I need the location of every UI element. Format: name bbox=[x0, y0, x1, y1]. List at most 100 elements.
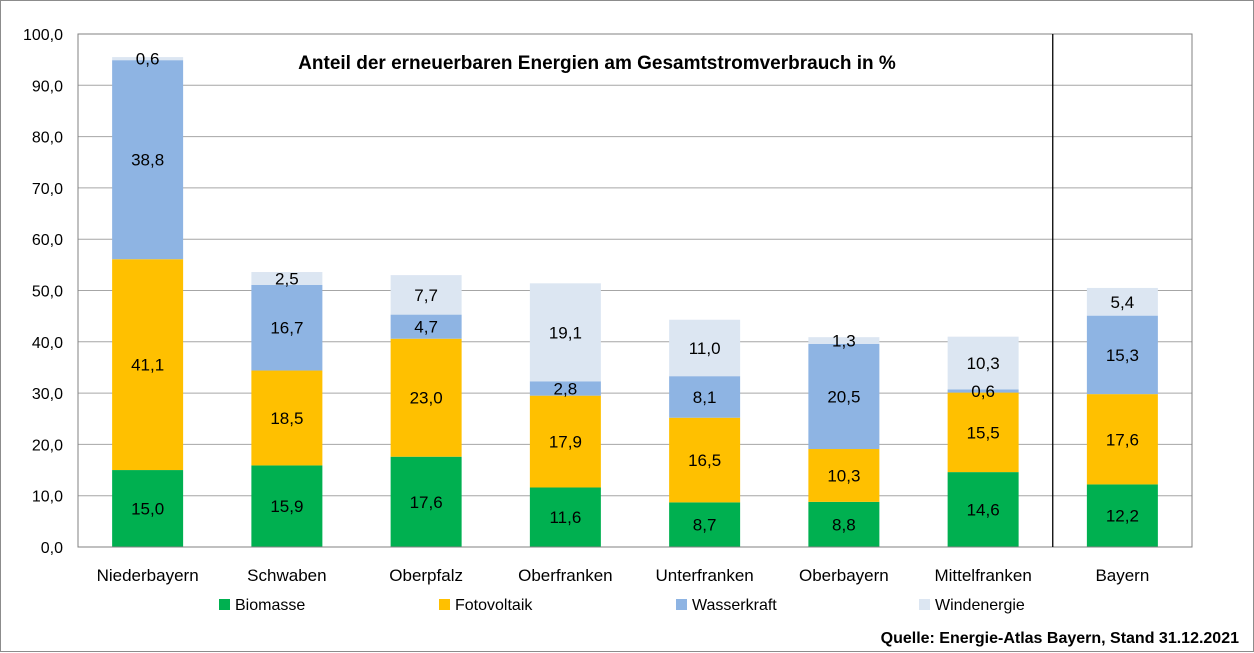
x-tick-label: Niederbayern bbox=[97, 566, 199, 585]
bar-segment bbox=[808, 337, 880, 344]
data-label: 11,6 bbox=[549, 508, 581, 527]
x-tick-label: Mittelfranken bbox=[934, 566, 1031, 585]
bar-segment bbox=[251, 465, 323, 547]
x-tick-label: Schwaben bbox=[247, 566, 326, 585]
data-label: 8,1 bbox=[693, 388, 717, 407]
bar-segment bbox=[112, 60, 184, 260]
data-label: 19,1 bbox=[549, 323, 582, 342]
legend-label: Windenergie bbox=[935, 597, 1025, 614]
bar-segment bbox=[529, 381, 601, 396]
bar-segment bbox=[251, 272, 323, 285]
grid-lines bbox=[78, 33, 1192, 548]
data-label: 17,6 bbox=[410, 493, 443, 512]
bar-segment bbox=[529, 487, 601, 547]
data-label: 41,1 bbox=[131, 356, 164, 375]
y-tick-label: 20,0 bbox=[32, 437, 63, 454]
bar-segment bbox=[808, 343, 880, 450]
bar-segment bbox=[390, 314, 462, 339]
y-tick-label: 50,0 bbox=[32, 284, 63, 301]
x-tick-label: Oberbayern bbox=[799, 566, 889, 585]
data-label: 14,6 bbox=[967, 501, 1000, 520]
data-label: 1,3 bbox=[832, 332, 856, 351]
legend-swatch bbox=[439, 599, 450, 610]
y-tick-label: 70,0 bbox=[32, 181, 63, 198]
bar-segment bbox=[947, 389, 1019, 393]
bar-segment bbox=[529, 283, 601, 382]
source-note: Quelle: Energie-Atlas Bayern, Stand 31.1… bbox=[881, 630, 1239, 647]
chart-title: Anteil der erneuerbaren Energien am Gesa… bbox=[298, 53, 896, 74]
axes: 0,0 10,0 20,0 30,0 40,0 50,0 60,0 70,0 80,0 90,0 1… bbox=[23, 27, 1193, 585]
data-label: 8,7 bbox=[693, 516, 717, 535]
data-label: 0,6 bbox=[136, 50, 160, 69]
bar-segment bbox=[1086, 315, 1158, 395]
data-label: 15,5 bbox=[967, 423, 1000, 442]
data-label: 11,0 bbox=[689, 339, 721, 358]
data-label: 23,0 bbox=[410, 389, 443, 408]
legend-label: Wasserkraft bbox=[692, 597, 777, 614]
x-tick-label: Unterfranken bbox=[655, 566, 753, 585]
bars bbox=[112, 57, 1158, 547]
data-label: 5,4 bbox=[1111, 293, 1135, 312]
legend-label: Fotovoltaik bbox=[455, 597, 533, 614]
bar-segment bbox=[390, 275, 462, 315]
y-tick-label: 90,0 bbox=[32, 78, 63, 95]
data-label: 16,5 bbox=[688, 451, 721, 470]
data-label: 0,6 bbox=[971, 382, 995, 401]
bar-segment bbox=[669, 319, 741, 377]
bar-segment bbox=[669, 417, 741, 503]
bar-segment bbox=[669, 502, 741, 547]
bar-segment bbox=[1086, 287, 1158, 316]
legend-swatch bbox=[219, 599, 230, 610]
data-label: 10,3 bbox=[967, 354, 1000, 373]
data-label: 2,8 bbox=[554, 379, 578, 398]
data-label: 12,2 bbox=[1106, 507, 1139, 526]
data-label: 17,6 bbox=[1106, 430, 1139, 449]
data-label: 4,7 bbox=[414, 318, 438, 337]
data-label: 20,5 bbox=[827, 387, 860, 406]
y-tick-label: 0,0 bbox=[41, 540, 63, 557]
y-tick-label: 80,0 bbox=[32, 130, 63, 147]
bar-segment bbox=[808, 449, 880, 502]
y-tick-label: 10,0 bbox=[32, 489, 63, 506]
legend-label: Biomasse bbox=[235, 597, 305, 614]
data-label: 15,3 bbox=[1106, 346, 1139, 365]
data-labels: 15,0 41,1 38,8 0,6 15,9 18,5 16,7 2,5 17,6 23,0 4,… bbox=[131, 50, 1139, 535]
x-tick-label: Bayern bbox=[1095, 566, 1149, 585]
data-label: 8,8 bbox=[832, 515, 856, 534]
bar-segment bbox=[947, 392, 1019, 473]
legend-swatch bbox=[676, 599, 687, 610]
y-tick-label: 30,0 bbox=[32, 386, 63, 403]
data-label: 17,9 bbox=[549, 433, 582, 452]
bar-segment bbox=[112, 470, 184, 547]
data-label: 15,9 bbox=[270, 497, 303, 516]
legend: Biomasse Fotovoltaik Wasserkraft Windenergi… bbox=[219, 597, 1025, 614]
bar-segment bbox=[808, 501, 880, 547]
bar-segment bbox=[112, 57, 184, 61]
data-label: 10,3 bbox=[827, 466, 860, 485]
bar-segment bbox=[529, 395, 601, 488]
legend-swatch bbox=[919, 599, 930, 610]
y-tick-label: 100,0 bbox=[23, 27, 63, 44]
x-tick-label: Oberfranken bbox=[518, 566, 613, 585]
data-label: 18,5 bbox=[270, 409, 303, 428]
bar-segment bbox=[390, 338, 462, 457]
x-tick-label: Oberpfalz bbox=[389, 566, 463, 585]
data-label: 15,0 bbox=[131, 500, 164, 519]
bar-segment bbox=[390, 456, 462, 547]
data-label: 38,8 bbox=[131, 151, 164, 170]
data-label: 16,7 bbox=[270, 319, 303, 338]
bar-segment bbox=[1086, 484, 1158, 547]
data-label: 2,5 bbox=[275, 269, 299, 288]
data-label: 7,7 bbox=[414, 286, 438, 305]
bar-segment bbox=[947, 336, 1019, 390]
bar-segment bbox=[112, 259, 184, 471]
bar-segment bbox=[669, 376, 741, 418]
bar-segment bbox=[251, 284, 323, 371]
y-tick-label: 60,0 bbox=[32, 232, 63, 249]
bar-segment bbox=[947, 472, 1019, 547]
y-tick-label: 40,0 bbox=[32, 335, 63, 352]
bar-segment bbox=[1086, 394, 1158, 485]
bar-segment bbox=[251, 370, 323, 466]
